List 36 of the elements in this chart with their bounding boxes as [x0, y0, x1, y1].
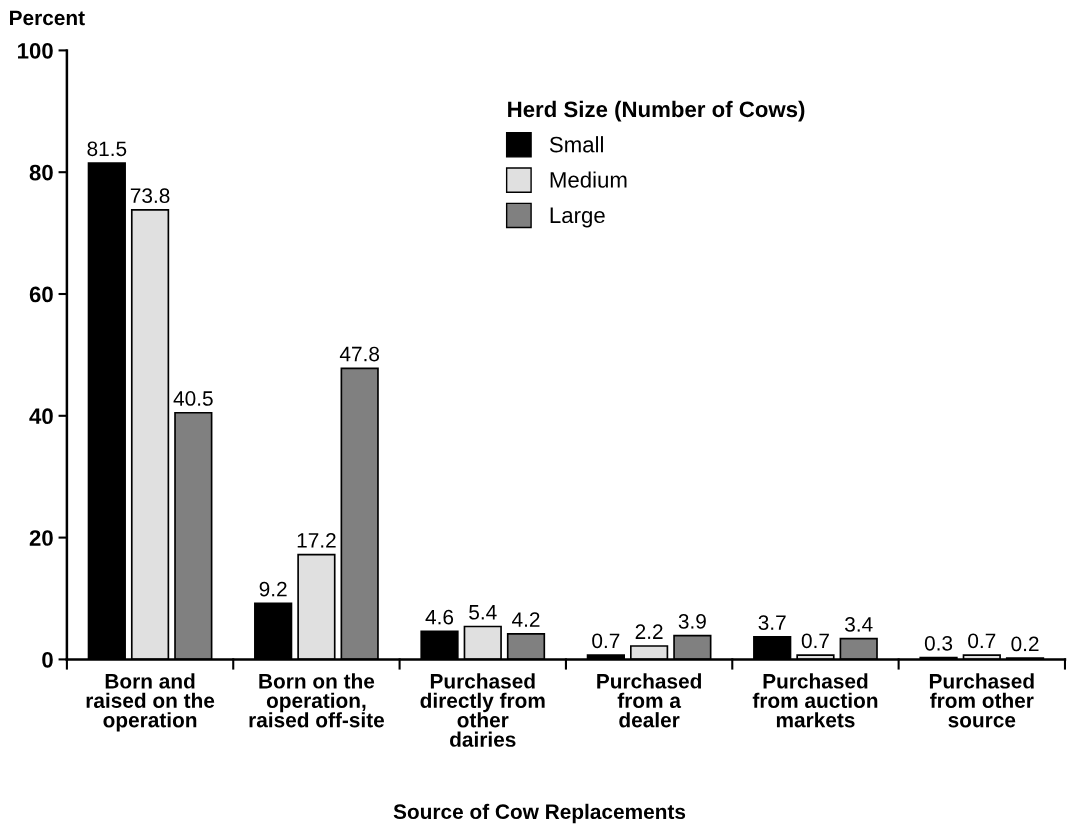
data-label: 4.6: [425, 609, 454, 625]
data-label: 17.2: [297, 533, 336, 548]
legend-label: Large: [550, 207, 605, 228]
x-tick-label: Purchased from other source: [929, 673, 1034, 728]
x-tick-label: Purchased from auction markets: [752, 673, 878, 728]
y-tick-label: 60: [29, 286, 53, 303]
data-label: 5.4: [469, 605, 497, 620]
y-tick-label: 20: [29, 530, 53, 546]
data-label: 0.3: [924, 635, 953, 651]
data-label: 0.2: [1011, 636, 1039, 652]
x-tick-label: Born and raised on the operation: [86, 673, 215, 732]
data-label: 81.5: [87, 141, 127, 157]
data-label: 47.8: [339, 346, 380, 362]
data-label: 3.9: [678, 614, 706, 629]
y-tick-label: 0: [42, 651, 53, 668]
legend-title: Herd Size (Number of Cows): [508, 100, 805, 122]
x-axis-title: Source of Cow Replacements: [393, 803, 686, 824]
data-label: 0.7: [968, 633, 996, 649]
x-tick-label: Purchased directly from other dairies: [420, 673, 545, 747]
data-label: 0.7: [801, 633, 829, 649]
data-label: 4.2: [512, 612, 540, 627]
legend-label: Medium: [550, 171, 627, 188]
y-tick-label: 80: [29, 164, 53, 181]
x-tick-label: Purchased from a dealer: [597, 673, 701, 728]
data-label: 2.2: [635, 624, 663, 639]
y-tick-label: 40: [29, 408, 53, 425]
data-label: 9.2: [259, 581, 287, 597]
y-axis-title: Percent: [10, 10, 85, 26]
data-label: 3.4: [845, 617, 873, 632]
y-tick-label: 100: [18, 42, 53, 59]
legend-label: Small: [549, 136, 603, 153]
data-label: 0.7: [592, 633, 620, 649]
x-tick-label: Born on the operation, raised off-site: [249, 673, 385, 728]
data-label: 73.8: [130, 188, 170, 204]
data-label: 3.7: [758, 615, 786, 630]
data-label: 40.5: [173, 391, 213, 406]
